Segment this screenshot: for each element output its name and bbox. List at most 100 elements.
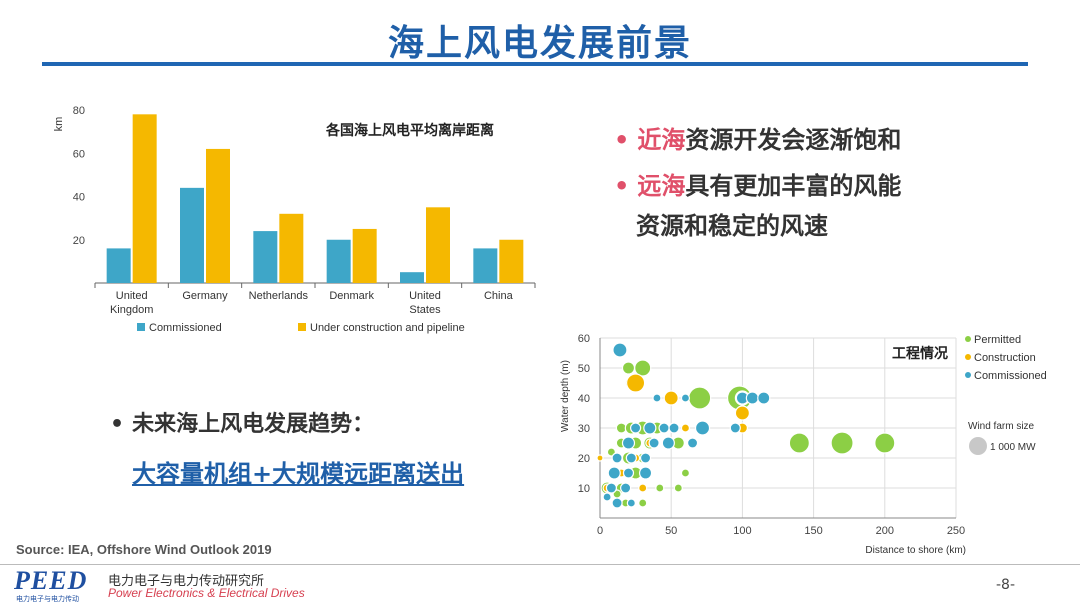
y-tick-label: 40 (73, 192, 85, 204)
bar-commissioned (326, 239, 351, 283)
point-commissioned (626, 498, 636, 508)
y-tick-label: 20 (578, 453, 590, 465)
point-commissioned (629, 422, 642, 434)
bar-commissioned (106, 248, 131, 283)
point-commissioned (638, 466, 653, 480)
bullet-text: 资源开发会逐渐饱和 (685, 126, 902, 154)
point-commissioned (621, 436, 636, 450)
x-tick-label: States (409, 304, 441, 316)
y-tick-label: 30 (578, 423, 590, 435)
point-permitted (673, 483, 683, 493)
distance-bar-chart: km 20 40 60 80 各国海上风电平均离岸距离 United Kingdom Germa… (53, 105, 536, 334)
trend-link[interactable]: 大容量机组+大规模远距离送出 (132, 460, 465, 488)
size-legend-title: Wind farm size (968, 421, 1035, 432)
y-tick-label: 60 (73, 148, 85, 160)
bar-under-construction (499, 239, 524, 283)
trend-label: 未来海上风电发展趋势： (132, 412, 375, 437)
point-commissioned (729, 422, 741, 434)
point-permitted (688, 386, 712, 410)
point-commissioned (612, 342, 628, 358)
bullet-highlight: 远海 (637, 172, 686, 200)
x-axis-label: Distance to shore (km) (865, 545, 966, 556)
point-commissioned (639, 452, 652, 464)
point-permitted (621, 361, 636, 375)
legend-swatch-under-construction (298, 323, 306, 331)
source-note: Source: IEA, Offshore Wind Outlook 2019 (16, 542, 272, 557)
bar-commissioned (473, 248, 498, 283)
point-commissioned (602, 492, 612, 502)
institute-name-cn: 电力电子与电力传动研究所 (108, 574, 265, 589)
legend-label-under-construction: Under construction and pipeline (310, 322, 465, 334)
bar-under-construction (426, 207, 450, 283)
point-commissioned (625, 452, 637, 464)
size-legend-label: 1 000 MW (990, 442, 1036, 453)
point-commissioned (611, 452, 623, 464)
y-tick-label: 10 (578, 483, 590, 495)
bullets-right: • 近海资源开发会逐渐饱和 • 远海具有更加丰富的风能 资源和稳定的风速 (614, 120, 901, 246)
point-construction (596, 454, 604, 462)
title-underline (42, 62, 1028, 66)
point-construction (625, 373, 646, 393)
legend-swatch-commissioned (137, 323, 145, 331)
point-commissioned (620, 482, 632, 494)
trend-bullet: • 未来海上风电发展趋势： (110, 406, 374, 438)
y-tick-label: 40 (578, 393, 590, 405)
x-tick-label: United (409, 290, 441, 302)
chart-title: 工程情况 (892, 345, 948, 361)
point-permitted (655, 483, 665, 493)
legend-dot-permitted (965, 336, 971, 342)
logo-wordmark: PEED (14, 566, 88, 595)
y-axis-label: Water depth (m) (560, 360, 571, 432)
x-tick-label: 150 (804, 525, 822, 537)
point-commissioned (658, 422, 670, 434)
point-commissioned (745, 391, 759, 405)
legend-label-commissioned: Commissioned (149, 322, 222, 334)
bar-commissioned (253, 231, 278, 283)
bar-under-construction (132, 114, 157, 283)
y-tick-label: 60 (578, 333, 590, 345)
peed-logo: PEED 电力电子与电力传动 (14, 566, 96, 603)
bar-commissioned (180, 187, 204, 283)
chart-title: 各国海上风电平均离岸距离 (325, 122, 494, 138)
point-commissioned (661, 436, 675, 450)
point-construction (734, 405, 750, 421)
x-tick-label: 200 (876, 525, 894, 537)
bullet-nearshore: • 近海资源开发会逐渐饱和 (614, 120, 901, 160)
x-tick-label: 50 (665, 525, 677, 537)
legend-label-construction: Construction (974, 352, 1036, 364)
page-number: -8- (996, 577, 1016, 593)
bullet-highlight: 近海 (637, 126, 686, 154)
x-tick-label: 250 (947, 525, 965, 537)
bar-under-construction (206, 148, 230, 283)
point-commissioned (680, 393, 691, 403)
point-commissioned (611, 497, 623, 509)
bar-under-construction (279, 213, 304, 283)
bullet-farshore-line2: 资源和稳定的风速 (636, 212, 828, 240)
point-commissioned (757, 391, 771, 405)
point-permitted (830, 431, 854, 455)
y-tick-label: 20 (73, 235, 85, 247)
slide-title: 海上风电发展前景 (387, 23, 692, 64)
x-tick-label: Netherlands (249, 290, 309, 302)
point-commissioned (607, 466, 621, 480)
point-commissioned (686, 437, 699, 449)
x-tick-label: Kingdom (110, 304, 153, 316)
point-commissioned (652, 393, 662, 403)
legend-label-permitted: Permitted (974, 334, 1021, 346)
x-tick-label: 0 (597, 525, 603, 537)
point-permitted (788, 432, 810, 454)
x-tick-label: China (484, 290, 514, 302)
legend-label-commissioned: Commissioned (974, 370, 1047, 382)
point-permitted (680, 468, 691, 478)
point-commissioned (648, 437, 660, 449)
point-construction (680, 423, 691, 433)
bar-commissioned (400, 272, 424, 283)
x-tick-label: 100 (733, 525, 751, 537)
footer-divider (0, 564, 1080, 565)
point-commissioned (605, 482, 617, 494)
y-tick-label: 80 (73, 105, 85, 117)
legend-dot-construction (965, 354, 971, 360)
point-construction (663, 390, 679, 406)
depth-distance-scatter-chart: 10 20 30 40 50 60 0 50 100 150 200 250 Water depth (… (560, 333, 1047, 556)
bullet-farshore: • 远海具有更加丰富的风能 (614, 166, 901, 206)
